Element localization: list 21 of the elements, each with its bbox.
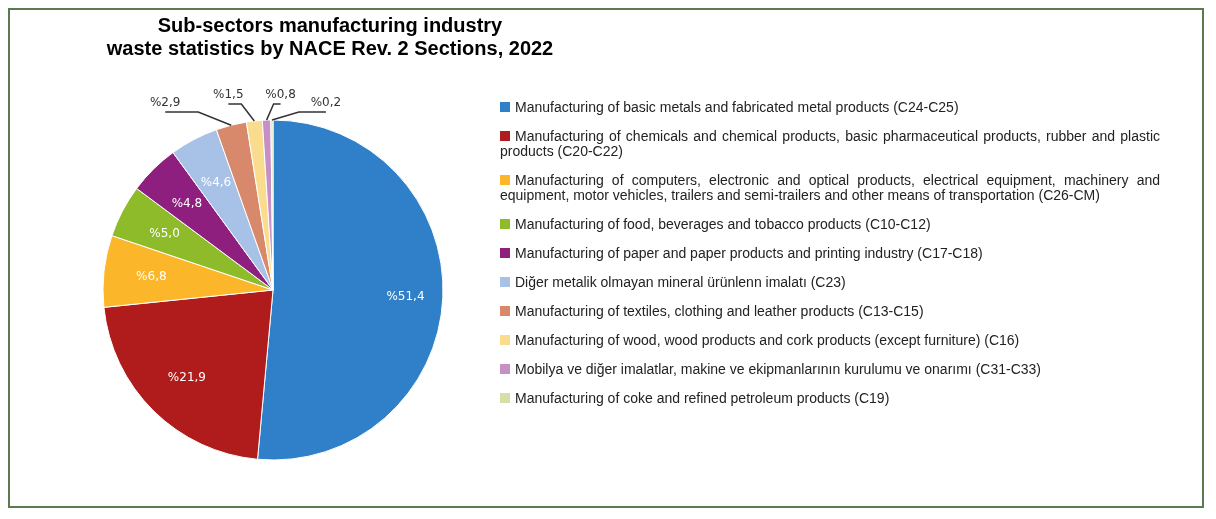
legend-label: Manufacturing of basic metals and fabricated metal products (C24-C25) [514, 99, 960, 115]
data-label: %4,8 [171, 195, 203, 210]
legend-label: Manufacturing of textiles, clothing and leather products (C13-C15) [514, 303, 925, 319]
legend-label: Manufacturing of food, beverages and tobacco products (C10-C12) [514, 216, 932, 232]
data-label: %51,4 [386, 289, 425, 304]
data-label: %6,8 [136, 269, 167, 284]
legend-label: Manufacturing of wood, wood products and cork products (except furniture) (C16) [514, 332, 1021, 348]
legend-label: Manufacturing of chemicals and chemical products, basic pharmaceutical products, rubber and plastic products (C20-C22) [500, 128, 1160, 159]
legend-label: Manufacturing of paper and paper products and printing industry (C17-C18) [514, 245, 984, 261]
data-label: %21,9 [167, 370, 206, 385]
data-label: %5,0 [149, 226, 180, 241]
legend-label: Diğer metalik olmayan mineral ürünlenn imalatı (C23) [514, 274, 847, 290]
data-label: %4,6 [200, 174, 232, 189]
legend-label: Mobilya ve diğer imalatlar, makine ve ekipmanlarının kurulumu ve onarımı (C31-C33) [514, 361, 1042, 377]
legend-label: Manufacturing of coke and refined petroleum products (C19) [514, 390, 891, 406]
data-label: %2,9 [149, 95, 181, 109]
legend-label: Manufacturing of computers, electronic and optical products, electrical equipment, machinery and equipment, motor vehicles, trailers and semi-trailers and other means of transportation (C26-CM) [500, 172, 1160, 203]
data-label: %0,2 [310, 95, 342, 109]
data-label: %1,5 [213, 87, 244, 101]
data-label: %0,8 [265, 87, 296, 101]
chart-title: Sub-sectors manufacturing industry waste statistics by NACE Rev. 2 Sections, 2022 [105, 14, 555, 60]
